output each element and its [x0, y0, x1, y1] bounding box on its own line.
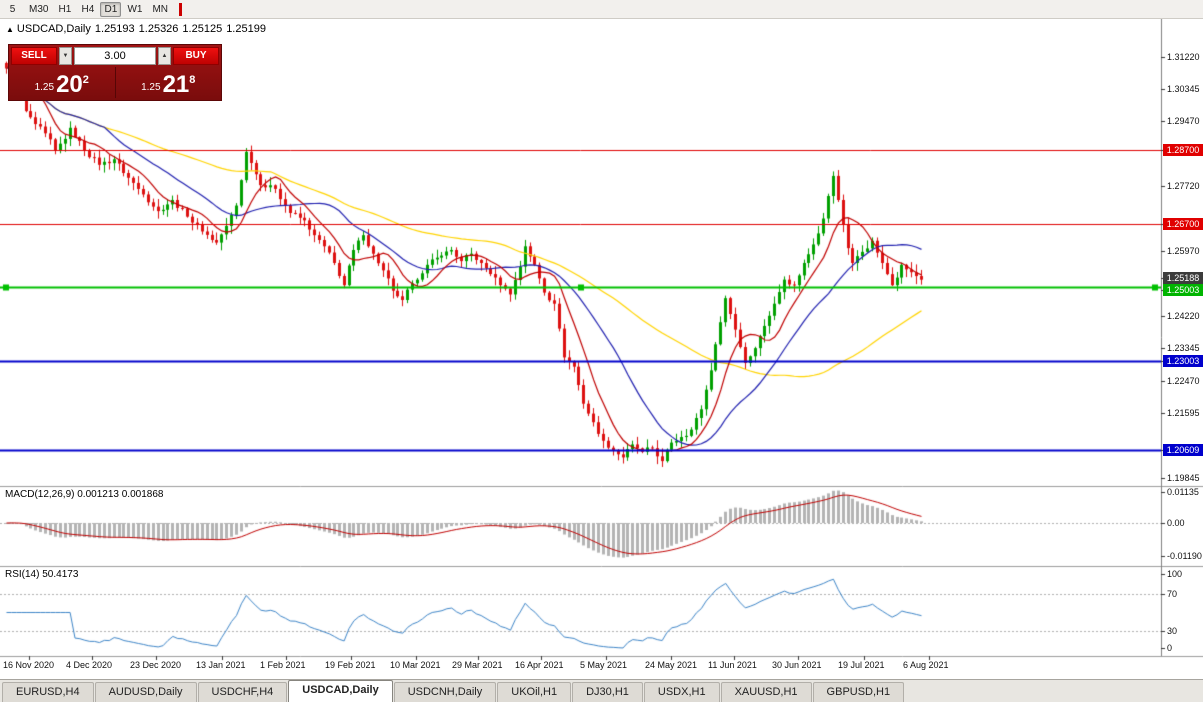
rsi-axis-label: 30: [1167, 626, 1178, 636]
chart-tab-gbpusd-h1[interactable]: GBPUSD,H1: [812, 682, 905, 702]
price-axis-badge: 1.23003: [1163, 355, 1203, 367]
timeframe-button-w1[interactable]: W1: [127, 3, 143, 15]
rsi-axis-label: 70: [1167, 589, 1178, 599]
up-arrow-icon: ▲: [6, 25, 14, 34]
chart-symbol-label: USDCAD,Daily: [16, 23, 91, 35]
ohlc-open: 1.25193: [94, 23, 135, 35]
timeframe-button-m30[interactable]: M30: [29, 3, 49, 15]
macd-indicator-header: MACD(12,26,9) 0.001213 0.001868: [5, 489, 164, 500]
chart-tab-audusd-daily[interactable]: AUDUSD,Daily: [94, 682, 197, 702]
macd-axis-label: 0.01135: [1167, 487, 1199, 497]
chart-tab-eurusd-h4[interactable]: EURUSD,H4: [2, 682, 94, 702]
ohlc-high: 1.25326: [138, 23, 179, 35]
price-axis-label: 1.25970: [1167, 246, 1200, 256]
price-divider: [114, 67, 116, 98]
caret-down-icon: ▼: [62, 53, 69, 59]
buy-button[interactable]: BUY: [173, 47, 219, 65]
price-axis-badge: 1.25003: [1163, 284, 1203, 296]
caret-up-icon: ▲: [161, 53, 168, 59]
price-axis-badge: 1.25188: [1163, 272, 1203, 284]
price-axis-label: 1.22470: [1167, 376, 1200, 386]
timeframe-toolbar: 5 M30 H1 H4 D1 W1 MN: [0, 0, 1203, 19]
chart-tab-usdcad-daily[interactable]: USDCAD,Daily: [288, 680, 393, 702]
date-axis-label: 24 May 2021: [645, 660, 698, 670]
date-axis-label: 5 May 2021: [580, 660, 628, 670]
chart-tab-xauusd-h1[interactable]: XAUUSD,H1: [720, 682, 812, 702]
toolbar-red-separator: [179, 2, 183, 16]
one-click-trading-widget: SELL ▼ ▲ BUY 1.25 20 2 1.25 21 8: [8, 44, 222, 101]
date-axis-label: 30 Jun 2021: [772, 660, 822, 670]
chart-tab-bar: EURUSD,H4 AUDUSD,Daily USDCHF,H4 USDCAD,Dai…: [0, 679, 1203, 702]
trade-widget-controls: SELL ▼ ▲ BUY: [9, 45, 221, 67]
price-axis-label: 1.24220: [1167, 311, 1200, 321]
ohlc-low: 1.25125: [182, 23, 223, 35]
date-axis-label: 19 Jul 2021: [838, 660, 885, 670]
volume-input[interactable]: [74, 47, 156, 65]
macd-axis-label: -0.01190: [1167, 551, 1202, 561]
macd-axis-label: 0.00: [1167, 518, 1185, 528]
chart-tab-usdx-h1[interactable]: USDX,H1: [643, 682, 720, 702]
price-axis-label: 1.19845: [1167, 473, 1200, 483]
date-axis-label: 16 Apr 2021: [515, 660, 564, 670]
timeframe-button-mn[interactable]: MN: [152, 3, 169, 15]
timeframe-button-5[interactable]: 5: [9, 3, 16, 15]
price-axis-label: 1.21595: [1167, 408, 1200, 418]
date-axis-label: 23 Dec 2020: [130, 660, 182, 670]
price-axis-label: 1.23345: [1167, 343, 1200, 353]
price-axis-label: 1.29470: [1167, 116, 1200, 126]
sell-price-big-digits: 20: [56, 71, 83, 98]
sell-price-pipette: 2: [82, 74, 89, 86]
rsi-indicator-header: RSI(14) 50.4173: [5, 569, 79, 580]
buy-price-prefix: 1.25: [141, 82, 161, 93]
volume-decrease-button[interactable]: ▼: [59, 47, 72, 65]
chart-canvas[interactable]: [0, 19, 1203, 679]
sell-price[interactable]: 1.25 20 2: [9, 67, 115, 98]
price-axis-label: 1.31220: [1167, 52, 1200, 62]
price-axis-badge: 1.28700: [1163, 144, 1203, 156]
timeframe-button-h1[interactable]: H1: [58, 3, 72, 15]
buy-price[interactable]: 1.25 21 8: [116, 67, 222, 98]
price-axis-badge: 1.26700: [1163, 218, 1203, 230]
date-axis-label: 10 Mar 2021: [390, 660, 441, 670]
date-axis-label: 6 Aug 2021: [903, 660, 949, 670]
ohlc-close: 1.25199: [226, 23, 266, 35]
date-axis-label: 13 Jan 2021: [196, 660, 246, 670]
timeframe-button-h4[interactable]: H4: [81, 3, 95, 15]
date-axis-label: 29 Mar 2021: [452, 660, 503, 670]
price-axis-label: 1.30345: [1167, 84, 1200, 94]
date-axis-label: 19 Feb 2021: [325, 660, 376, 670]
timeframe-button-d1[interactable]: D1: [100, 1, 122, 17]
sell-button[interactable]: SELL: [11, 47, 57, 65]
sell-price-prefix: 1.25: [34, 82, 55, 93]
price-axis-label: 1.27720: [1167, 181, 1200, 191]
date-axis-label: 11 Jun 2021: [708, 660, 757, 670]
buy-price-big-digits: 21: [162, 71, 190, 98]
chart-tab-ukoil-h1[interactable]: UKOil,H1: [497, 682, 572, 702]
trade-widget-prices: 1.25 20 2 1.25 21 8: [9, 67, 221, 98]
date-axis-label: 4 Dec 2020: [66, 660, 113, 670]
chart-tab-usdcnh-daily[interactable]: USDCNH,Daily: [393, 682, 497, 702]
chart-title: ▲ USDCAD,Daily 1.25193 1.25326 1.25125 1.2519…: [6, 23, 270, 35]
rsi-axis-label: 0: [1167, 643, 1173, 653]
date-axis-label: 1 Feb 2021: [260, 660, 306, 670]
chart-tab-usdchf-h4[interactable]: USDCHF,H4: [197, 682, 288, 702]
volume-increase-button[interactable]: ▲: [158, 47, 171, 65]
rsi-axis-label: 100: [1167, 569, 1183, 579]
buy-price-pipette: 8: [189, 74, 196, 86]
chart-tab-dj30-h1[interactable]: DJ30,H1: [572, 682, 643, 702]
date-axis-label: 16 Nov 2020: [3, 660, 55, 670]
price-axis-badge: 1.20609: [1163, 444, 1203, 456]
